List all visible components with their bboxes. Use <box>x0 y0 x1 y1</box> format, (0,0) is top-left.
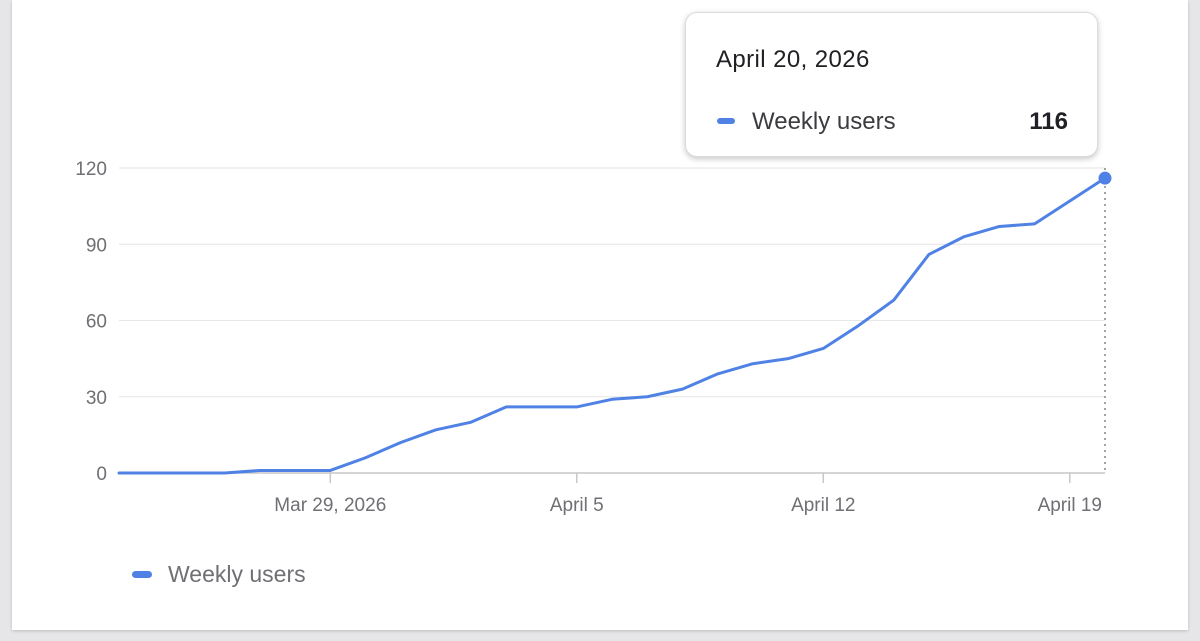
highlighted-data-point <box>1098 171 1112 185</box>
tooltip-series-swatch <box>717 118 735 124</box>
legend-label-weekly-users[interactable]: Weekly users <box>168 560 306 587</box>
x-tick-label-2: April 12 <box>791 495 855 516</box>
series-line-weekly-users <box>117 176 1107 475</box>
hover-indicator <box>1098 168 1112 473</box>
tooltip-value: 116 <box>1029 108 1068 135</box>
chart-tooltip: April 20, 2026 Weekly users 116 <box>685 12 1098 157</box>
tooltip-date: April 20, 2026 <box>716 46 870 73</box>
y-tick-label-90: 90 <box>86 235 107 256</box>
gridlines <box>119 167 1105 398</box>
x-tick-label-1: April 5 <box>550 495 604 516</box>
y-tick-label-60: 60 <box>86 312 107 333</box>
y-axis-tick-labels: 0 30 60 90 120 <box>75 159 107 485</box>
chart-legend[interactable]: Weekly users <box>132 560 306 588</box>
y-tick-label-0: 0 <box>96 464 107 485</box>
legend-swatch-weekly-users <box>132 570 152 578</box>
tooltip-series-name: Weekly users <box>752 108 896 135</box>
x-tick-label-0: Mar 29, 2026 <box>274 495 386 516</box>
y-tick-label-120: 120 <box>75 159 107 180</box>
chart-card: 0 30 60 90 120 Mar 29, 2026 April 5 April 12 Ap… <box>12 0 1188 630</box>
series-weekly-users <box>117 176 1107 475</box>
x-tick-label-3: April 19 <box>1038 495 1102 516</box>
line-chart[interactable]: 0 30 60 90 120 Mar 29, 2026 April 5 April 12 Ap… <box>12 0 1188 630</box>
x-axis-tick-labels: Mar 29, 2026 April 5 April 12 April 19 <box>274 495 1102 516</box>
axes <box>119 472 1105 483</box>
y-tick-label-30: 30 <box>86 388 107 409</box>
